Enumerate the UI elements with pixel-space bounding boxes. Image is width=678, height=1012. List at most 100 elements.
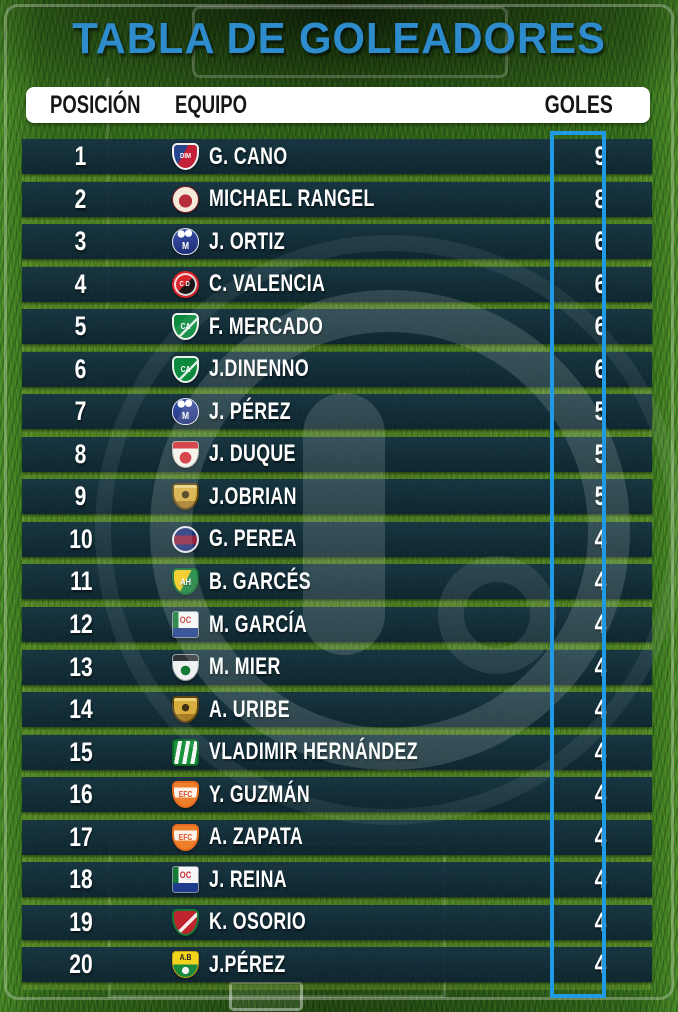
team-logo-la-equidad (172, 653, 199, 681)
table-row: 11 B. GARCÉS 4 (22, 564, 652, 607)
player-name: F. MERCADO (209, 312, 324, 340)
player-name: B. GARCÉS (209, 567, 312, 595)
table-row: 10 G. PEREA 4 (22, 521, 652, 565)
position-value: 9 (75, 481, 87, 512)
goals-value: 4 (595, 523, 607, 554)
team-logo-aguilas-doradas (172, 696, 199, 724)
team-logo-atletico-huila (172, 568, 199, 596)
scorers-table: 1 G. CANO 9 2 MICHAEL RANGEL 8 3 J. ORTI… (22, 139, 652, 990)
goals-value: 6 (595, 311, 607, 342)
goals-value: 8 (595, 183, 607, 214)
goals-value: 4 (595, 779, 607, 810)
player-name: J. DUQUE (209, 440, 296, 468)
table-row-band: 20 J.PÉREZ 4 (22, 947, 652, 983)
team-logo-atletico-bucaramanga (172, 951, 199, 979)
player-name: J. ORTIZ (209, 227, 285, 255)
position-value: 8 (75, 438, 87, 469)
goals-value: 9 (595, 141, 607, 171)
position-value: 18 (69, 864, 93, 895)
team-logo-aguilas-doradas (172, 483, 199, 511)
page-title: TABLA DE GOLEADORES (72, 14, 606, 63)
table-row-band: 3 J. ORTIZ 6 (22, 224, 652, 260)
table-row-band: 19 K. OSORIO 4 (22, 904, 652, 940)
table-row: 20 J.PÉREZ 4 (22, 947, 652, 990)
player-name: M. MIER (209, 653, 281, 681)
table-row: 16 Y. GUZMÁN 4 (22, 777, 652, 820)
table-row: 2 MICHAEL RANGEL 8 (22, 181, 652, 225)
player-name: J.DINENNO (209, 355, 310, 383)
position-value: 2 (75, 183, 87, 214)
position-value: 4 (75, 268, 87, 299)
header-position: POSICIÓN (50, 90, 141, 119)
player-name: G. CANO (209, 142, 288, 170)
position-value: 10 (69, 523, 93, 554)
team-logo-patriotas-boyaca (172, 908, 199, 936)
table-row-band: 12 M. GARCÍA 4 (22, 607, 652, 643)
goals-value: 4 (595, 906, 607, 937)
player-name: A. ZAPATA (209, 823, 304, 851)
position-value: 5 (75, 311, 87, 342)
player-name: K. OSORIO (209, 908, 307, 936)
table-row: 4 C. VALENCIA 6 (22, 266, 652, 310)
team-logo-once-caldas (172, 866, 199, 894)
table-row: 19 K. OSORIO 4 (22, 904, 652, 948)
goals-value: 4 (595, 821, 607, 852)
goals-value: 4 (595, 949, 607, 980)
position-value: 19 (69, 906, 93, 937)
table-row: 6 J.DINENNO 6 (22, 351, 652, 395)
position-value: 16 (69, 779, 93, 810)
position-value: 13 (69, 651, 93, 682)
position-value: 11 (69, 566, 93, 597)
player-name: J. PÉREZ (209, 397, 291, 425)
position-value: 1 (75, 141, 87, 171)
team-logo-envigado-fc (172, 823, 199, 851)
table-row-band: 6 J.DINENNO 6 (22, 351, 652, 387)
header-team: EQUIPO (175, 90, 247, 119)
table-row-band: 8 J. DUQUE 5 (22, 436, 652, 472)
table-row: 5 F. MERCADO 6 (22, 309, 652, 352)
team-logo-deportivo-cali (172, 355, 199, 383)
goals-value: 4 (595, 736, 607, 767)
table-row-band: 16 Y. GUZMÁN 4 (22, 777, 652, 813)
position-value: 14 (69, 694, 93, 725)
table-row: 3 J. ORTIZ 6 (22, 224, 652, 267)
player-name: M. GARCÍA (209, 610, 308, 638)
position-value: 15 (69, 736, 93, 767)
position-value: 7 (75, 396, 87, 427)
team-logo-deportivo-cali (172, 313, 199, 341)
goals-value: 6 (595, 268, 607, 299)
table-row-band: 15 VLADIMIR HERNÁNDEZ 4 (22, 734, 652, 770)
team-logo-santa-fe (172, 440, 199, 468)
player-name: J. REINA (209, 865, 287, 893)
table-row-band: 4 C. VALENCIA 6 (22, 266, 652, 302)
team-logo-millonarios (172, 398, 199, 426)
table-row: 18 J. REINA 4 (22, 862, 652, 905)
table-row-band: 11 B. GARCÉS 4 (22, 564, 652, 600)
player-name: G. PEREA (209, 525, 297, 553)
table-row-band: 18 J. REINA 4 (22, 862, 652, 898)
team-logo-once-caldas (172, 611, 199, 639)
player-name: J.OBRIAN (209, 482, 297, 510)
table-row: 9 J.OBRIAN 5 (22, 479, 652, 522)
goals-value: 6 (595, 226, 607, 257)
goals-value: 6 (595, 353, 607, 384)
goals-value: 5 (595, 481, 607, 512)
position-value: 6 (75, 353, 87, 384)
table-row: 7 J. PÉREZ 5 (22, 394, 652, 437)
table-row: 1 G. CANO 9 (22, 139, 652, 182)
player-name: MICHAEL RANGEL (209, 185, 375, 213)
table-row-band: 17 A. ZAPATA 4 (22, 819, 652, 855)
goals-value: 4 (595, 651, 607, 682)
goals-value: 5 (595, 396, 607, 427)
table-row-band: 9 J.OBRIAN 5 (22, 479, 652, 515)
team-logo-millonarios (172, 228, 199, 256)
player-name: Y. GUZMÁN (209, 780, 311, 808)
player-name: J.PÉREZ (209, 950, 286, 978)
player-name: VLADIMIR HERNÁNDEZ (209, 738, 418, 766)
goals-value: 4 (595, 694, 607, 725)
player-name: A. URIBE (209, 695, 290, 723)
table-header: POSICIÓN EQUIPO GOLES (26, 87, 650, 123)
team-logo-independiente-medellin (172, 143, 199, 170)
position-value: 12 (69, 609, 93, 640)
header-goals: GOLES (544, 90, 614, 119)
